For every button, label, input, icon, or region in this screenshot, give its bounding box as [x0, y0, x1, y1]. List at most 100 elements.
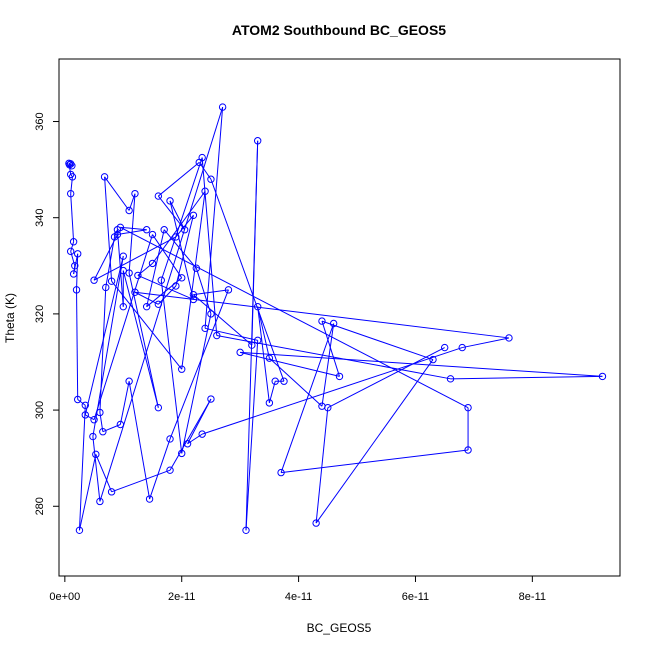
data-point: [180, 226, 189, 234]
series-line-segment: [210, 179, 285, 382]
data-point: [189, 290, 198, 299]
data-point: [107, 277, 116, 285]
series-line-segment: [111, 469, 171, 493]
series-line-segment: [76, 289, 79, 400]
data-point: [89, 432, 97, 441]
series-line-segment: [137, 274, 194, 300]
data-point: [157, 276, 165, 284]
data-point: [74, 395, 82, 404]
data-point: [72, 286, 81, 294]
data-point: [265, 399, 274, 407]
series-line-segment: [134, 291, 510, 339]
data-point: [116, 420, 125, 429]
data-point: [145, 495, 154, 503]
series-line-segment: [105, 236, 116, 288]
series-line-segment: [122, 270, 159, 408]
data-point: [166, 197, 174, 205]
series-line-segment: [77, 399, 86, 406]
x-tick-label: 8e-11: [519, 591, 546, 603]
series-line-segment: [95, 454, 113, 493]
data-point: [69, 238, 78, 246]
data-point: [68, 173, 77, 181]
data-point: [81, 401, 89, 409]
data-point: [218, 103, 227, 111]
series-line-segment: [280, 323, 335, 473]
data-point: [142, 226, 151, 234]
data-point: [312, 519, 320, 527]
data-point: [192, 264, 201, 272]
data-point: [131, 288, 139, 296]
x-axis: 0e+00 2e-11 4e-11 6e-11 8e-11: [49, 576, 546, 603]
series-line-segment: [240, 351, 603, 377]
data-point: [99, 428, 107, 436]
series-line-segment: [119, 381, 130, 425]
series-line-segment: [257, 306, 270, 403]
data-point: [75, 526, 84, 535]
data-point: [253, 302, 262, 311]
series-line-segment: [157, 285, 177, 305]
data-point: [207, 395, 215, 403]
series-line-segment: [240, 351, 340, 377]
series-line-segment: [204, 107, 224, 329]
data-point: [598, 372, 607, 381]
data-point: [248, 341, 256, 349]
series-line-segment: [187, 398, 212, 444]
series-line-segment: [78, 405, 86, 531]
y-axis-label: Theta (K): [3, 293, 17, 343]
data-point: [90, 415, 98, 424]
data-point: [253, 336, 262, 345]
series-line-segment: [152, 234, 183, 279]
series-line-segment: [321, 320, 340, 377]
data-point: [207, 310, 215, 318]
y-tick-label: 320: [34, 305, 46, 323]
data-point: [277, 468, 285, 477]
series-line-segment: [104, 176, 130, 211]
x-tick-label: 6e-11: [402, 591, 429, 603]
data-point: [113, 226, 122, 234]
chart-title: ATOM2 Southbound BC_GEOS5: [232, 22, 446, 38]
series-line-segment: [146, 229, 165, 307]
series-line-segment: [160, 157, 203, 281]
series-line-segment: [93, 236, 177, 281]
series-line-segment: [327, 347, 445, 409]
plot-frame: [58, 58, 621, 577]
series-line-segment: [181, 191, 206, 370]
data-point: [265, 354, 274, 362]
data-point: [207, 175, 215, 183]
series-line-segment: [70, 251, 76, 266]
data-point: [66, 170, 75, 179]
data-point: [100, 173, 109, 181]
series-line-segment: [245, 140, 259, 531]
series-line-segment: [70, 241, 75, 252]
data-point: [464, 403, 472, 412]
data-point: [96, 497, 104, 506]
series-lines: [68, 106, 603, 531]
data-point: [154, 403, 163, 412]
series-line-segment: [120, 226, 147, 231]
data-point: [201, 324, 209, 333]
data-point: [148, 259, 157, 268]
data-point: [242, 526, 250, 535]
data-point: [154, 192, 163, 200]
series-line-segment: [169, 200, 186, 230]
series-line-segment: [450, 375, 603, 380]
data-point: [102, 283, 110, 292]
data-point: [178, 449, 186, 458]
data-point: [318, 317, 326, 325]
data-point: [446, 375, 455, 383]
series-line-segment: [462, 337, 510, 349]
y-tick-label: 360: [34, 112, 46, 130]
series-line-segment: [201, 157, 218, 336]
data-point: [172, 233, 180, 241]
data-point: [107, 488, 116, 496]
series-line-segment: [315, 359, 434, 524]
data-point: [178, 274, 186, 282]
data-point: [131, 189, 139, 198]
x-axis-label: BC_GEOS5: [307, 621, 372, 635]
data-point: [74, 250, 82, 258]
data-point: [183, 440, 192, 448]
y-tick-label: 280: [34, 497, 46, 515]
series-line-segment: [128, 193, 136, 274]
series-line-segment: [204, 327, 258, 341]
data-point: [201, 187, 209, 195]
